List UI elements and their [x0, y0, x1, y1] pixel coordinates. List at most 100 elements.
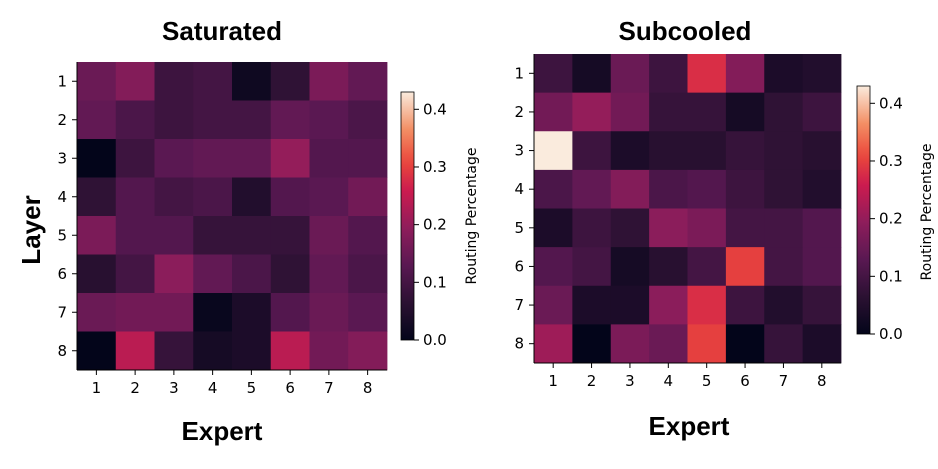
- saturated-cell-r8-c4: [193, 331, 233, 371]
- subcooled-cell-r4-c6: [725, 169, 765, 209]
- subcooled-y-tick-label: 8: [514, 335, 524, 353]
- saturated-cell-r8-c3: [154, 331, 194, 371]
- subcooled-cell-r6-c3: [610, 247, 650, 287]
- saturated-y-tick-label: 8: [57, 342, 67, 360]
- saturated-cell-r2-c2: [115, 100, 155, 140]
- saturated-title: Saturated: [162, 16, 282, 46]
- saturated-cell-r7-c3: [154, 293, 194, 332]
- saturated-cell-r7-c8: [348, 293, 388, 332]
- saturated-y-tick-label: 4: [57, 188, 67, 206]
- subcooled-cell-r2-c5: [687, 92, 727, 132]
- saturated-cell-r1-c4: [193, 62, 233, 101]
- subcooled-colorbar: [856, 85, 871, 335]
- saturated-cell-r5-c7: [309, 216, 349, 255]
- saturated-cell-r6-c1: [77, 254, 117, 294]
- subcooled-x-tick-label: 1: [548, 372, 558, 390]
- saturated-cell-r6-c6: [270, 254, 310, 294]
- subcooled-cell-r6-c8: [802, 247, 842, 287]
- saturated-x-tick-label: 2: [130, 379, 140, 397]
- saturated-y-tick-label: 7: [57, 303, 67, 321]
- subcooled-cell-r8-c6: [725, 324, 765, 364]
- saturated-cell-r3-c3: [154, 139, 194, 178]
- subcooled-cell-r2-c3: [610, 92, 650, 132]
- subcooled-cell-r6-c5: [687, 247, 727, 287]
- saturated-cell-r2-c3: [154, 100, 194, 140]
- subcooled-chart: Subcooled Expert Routing Percentage 1 2 3 4…: [514, 16, 935, 441]
- subcooled-cell-r6-c4: [649, 247, 688, 287]
- subcooled-cell-r5-c6: [725, 208, 765, 248]
- subcooled-cell-r3-c3: [610, 131, 650, 171]
- subcooled-cell-r3-c8: [802, 131, 842, 171]
- saturated-cell-r3-c7: [309, 139, 349, 178]
- saturated-cell-r2-c4: [193, 100, 233, 140]
- subcooled-x-tick-label: 5: [702, 372, 712, 390]
- subcooled-colorbar-tick-label: 0.1: [879, 267, 903, 285]
- subcooled-cell-r5-c2: [572, 208, 612, 248]
- saturated-cell-r2-c1: [77, 100, 117, 140]
- subcooled-cell-r1-c6: [725, 54, 765, 94]
- saturated-colorbar-tick-label: 0.1: [423, 273, 447, 291]
- saturated-cell-r7-c5: [232, 293, 272, 332]
- saturated-cell-r8-c2: [115, 331, 155, 371]
- subcooled-x-tick-label: 6: [740, 372, 750, 390]
- subcooled-cell-r7-c2: [572, 285, 612, 325]
- saturated-cell-r7-c7: [309, 293, 349, 332]
- subcooled-cell-r2-c8: [802, 92, 842, 132]
- saturated-cell-r2-c5: [232, 100, 272, 140]
- subcooled-cell-r4-c8: [802, 169, 842, 209]
- saturated-cell-r5-c5: [232, 216, 272, 255]
- saturated-cell-r4-c6: [270, 177, 310, 217]
- subcooled-cell-r8-c4: [649, 324, 688, 364]
- subcooled-cell-r5-c5: [687, 208, 727, 248]
- saturated-y-tick-label: 3: [57, 149, 67, 167]
- saturated-cell-r4-c2: [115, 177, 155, 217]
- saturated-cell-r7-c2: [115, 293, 155, 332]
- subcooled-cell-r6-c6: [725, 247, 765, 287]
- saturated-cell-r5-c1: [77, 216, 117, 255]
- subcooled-cell-r1-c1: [534, 54, 573, 94]
- saturated-cell-r4-c8: [348, 177, 388, 217]
- saturated-colorbar-tick-label: 0.2: [423, 216, 447, 234]
- subcooled-cell-r3-c1: [534, 131, 573, 171]
- saturated-cell-r1-c6: [270, 62, 310, 101]
- saturated-cell-r1-c3: [154, 62, 194, 101]
- subcooled-cell-r5-c8: [802, 208, 842, 248]
- subcooled-cell-r1-c4: [649, 54, 688, 94]
- saturated-cell-r7-c1: [77, 293, 117, 332]
- saturated-chart: Saturated Layer Expert Routing Percentag…: [16, 16, 480, 446]
- subcooled-cell-r8-c1: [534, 324, 573, 364]
- saturated-x-tick-label: 3: [169, 379, 179, 397]
- saturated-colorbar-tick-label: 0.3: [423, 158, 447, 176]
- subcooled-cell-r7-c5: [687, 285, 727, 325]
- saturated-cell-r7-c4: [193, 293, 233, 332]
- subcooled-cell-r5-c7: [764, 208, 804, 248]
- saturated-x-tick-label: 8: [363, 379, 373, 397]
- saturated-colorbar-tick-label: 0.0: [423, 331, 447, 349]
- subcooled-cell-r4-c7: [764, 169, 804, 209]
- subcooled-cell-r2-c2: [572, 92, 612, 132]
- saturated-x-tick-label: 1: [92, 379, 102, 397]
- subcooled-cell-r1-c8: [802, 54, 842, 94]
- subcooled-y-tick-label: 4: [514, 180, 524, 198]
- subcooled-colorbar-tick-label: 0.0: [879, 325, 903, 343]
- saturated-x-tick-label: 5: [247, 379, 257, 397]
- subcooled-cell-r8-c2: [572, 324, 612, 364]
- saturated-cell-r6-c5: [232, 254, 272, 294]
- subcooled-cell-r3-c2: [572, 131, 612, 171]
- saturated-x-axis-label: Expert: [182, 416, 263, 446]
- saturated-x-tick-label: 4: [208, 379, 218, 397]
- subcooled-cell-r2-c1: [534, 92, 573, 132]
- subcooled-y-tick-label: 5: [514, 219, 524, 237]
- saturated-cell-r3-c1: [77, 139, 117, 178]
- subcooled-cell-r5-c4: [649, 208, 688, 248]
- subcooled-cell-r5-c1: [534, 208, 573, 248]
- subcooled-cell-r8-c5: [687, 324, 727, 364]
- saturated-cell-r5-c2: [115, 216, 155, 255]
- saturated-cell-r1-c8: [348, 62, 388, 101]
- saturated-cell-r3-c4: [193, 139, 233, 178]
- saturated-cell-r3-c2: [115, 139, 155, 178]
- saturated-colorbar-label: Routing Percentage: [464, 148, 480, 285]
- subcooled-cell-r1-c5: [687, 54, 727, 94]
- subcooled-cell-r1-c3: [610, 54, 650, 94]
